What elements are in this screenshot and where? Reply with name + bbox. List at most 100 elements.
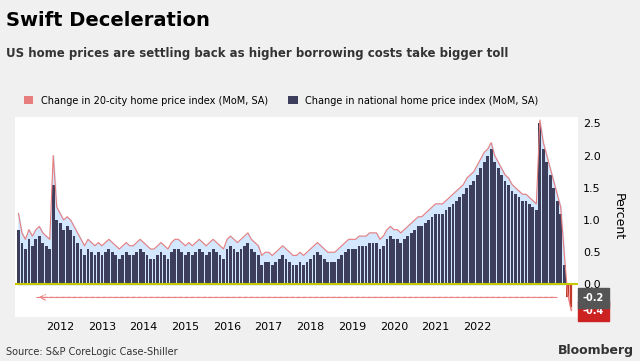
Bar <box>493 162 496 284</box>
Bar <box>385 239 388 284</box>
Bar <box>31 246 34 284</box>
Bar <box>188 252 190 284</box>
Bar <box>372 243 374 284</box>
Bar <box>358 246 360 284</box>
Bar <box>35 239 37 284</box>
Bar <box>396 239 399 284</box>
Bar <box>215 252 218 284</box>
Bar <box>563 265 566 284</box>
Bar <box>93 256 97 284</box>
Bar <box>538 123 541 284</box>
Bar <box>236 252 239 284</box>
Bar <box>90 252 93 284</box>
Bar <box>469 184 472 284</box>
Bar <box>500 175 503 284</box>
Bar <box>514 194 517 284</box>
Bar <box>354 249 357 284</box>
Bar <box>49 249 51 284</box>
Bar <box>205 256 207 284</box>
Bar <box>556 201 559 284</box>
Bar <box>73 236 76 284</box>
Bar <box>180 252 183 284</box>
Bar <box>122 256 124 284</box>
Bar <box>222 259 225 284</box>
Bar <box>156 256 159 284</box>
Bar <box>257 256 260 284</box>
Bar <box>319 256 323 284</box>
Bar <box>420 226 423 284</box>
Text: US home prices are settling back as higher borrowing costs take bigger toll: US home prices are settling back as high… <box>6 47 509 60</box>
Bar <box>97 252 100 284</box>
Bar <box>552 188 555 284</box>
Bar <box>542 149 545 284</box>
Bar <box>406 236 409 284</box>
Bar <box>52 184 54 284</box>
Bar <box>326 262 329 284</box>
Bar <box>424 223 426 284</box>
Bar <box>413 230 416 284</box>
Bar <box>337 259 340 284</box>
Bar <box>511 191 513 284</box>
Bar <box>128 256 131 284</box>
Bar <box>152 259 156 284</box>
Bar <box>38 236 41 284</box>
Bar <box>69 230 72 284</box>
Bar <box>184 256 187 284</box>
Bar <box>323 259 326 284</box>
Bar <box>330 262 333 284</box>
Bar <box>62 230 65 284</box>
Bar <box>295 265 298 284</box>
Bar <box>525 201 527 284</box>
Bar <box>229 246 232 284</box>
Y-axis label: Percent: Percent <box>612 193 625 240</box>
Bar <box>278 259 280 284</box>
Bar <box>111 252 114 284</box>
Bar <box>83 256 86 284</box>
Bar <box>507 184 510 284</box>
Bar <box>195 252 197 284</box>
Bar <box>344 252 347 284</box>
Bar <box>535 210 538 284</box>
Bar <box>382 246 385 284</box>
Bar <box>378 249 381 284</box>
Bar <box>403 239 406 284</box>
Bar <box>528 204 531 284</box>
Bar <box>219 256 221 284</box>
Bar <box>79 249 83 284</box>
Bar <box>264 262 267 284</box>
Bar <box>166 259 170 284</box>
Bar <box>253 252 256 284</box>
Bar <box>299 262 301 284</box>
Bar <box>504 181 506 284</box>
Bar <box>490 149 493 284</box>
Bar <box>438 214 440 284</box>
Bar <box>100 256 103 284</box>
Bar <box>559 214 562 284</box>
Bar <box>66 226 68 284</box>
Bar <box>260 265 263 284</box>
Bar <box>389 236 392 284</box>
Bar <box>135 252 138 284</box>
Bar <box>125 252 127 284</box>
Bar <box>202 252 204 284</box>
Bar <box>452 204 454 284</box>
Bar <box>531 207 534 284</box>
Bar <box>445 210 447 284</box>
Bar <box>17 230 20 284</box>
Bar <box>163 256 166 284</box>
Bar <box>139 249 141 284</box>
Bar <box>399 243 402 284</box>
Bar <box>115 256 117 284</box>
Bar <box>45 246 47 284</box>
Bar <box>410 233 413 284</box>
Bar <box>518 197 520 284</box>
Text: Swift Deceleration: Swift Deceleration <box>6 11 211 30</box>
Bar <box>392 239 396 284</box>
Bar <box>86 249 90 284</box>
Bar <box>441 214 444 284</box>
Bar <box>250 249 253 284</box>
Bar <box>191 256 194 284</box>
Bar <box>146 256 148 284</box>
Bar <box>288 262 291 284</box>
Bar <box>212 249 214 284</box>
